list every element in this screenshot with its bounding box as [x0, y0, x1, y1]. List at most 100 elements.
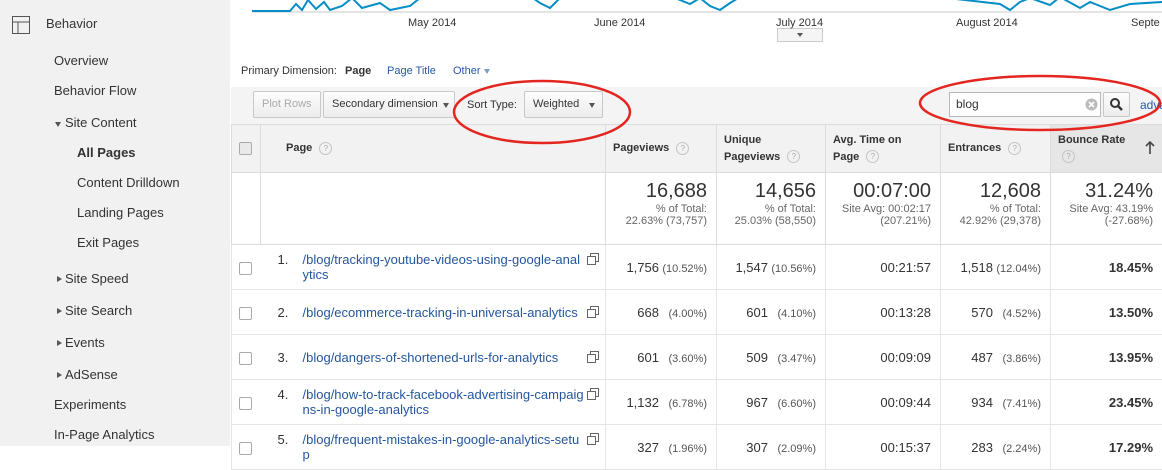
- clear-search[interactable]: [1085, 98, 1098, 111]
- page-link[interactable]: /blog/ecommerce-tracking-in-universal-an…: [303, 305, 585, 320]
- metric-cell: 509(3.47%): [717, 335, 826, 380]
- sort-type-button[interactable]: Weighted: [524, 91, 603, 118]
- column-header-label: Avg. Time on Page ?: [833, 132, 917, 166]
- total-note: (207.21%): [826, 215, 931, 227]
- row-checkbox[interactable]: [239, 352, 252, 365]
- column-header-label: Unique Pageviews ?: [724, 132, 808, 166]
- nav-item[interactable]: Site Speed: [65, 271, 129, 287]
- select-all-checkbox[interactable]: [239, 142, 252, 155]
- dimension-option[interactable]: Other: [453, 64, 481, 78]
- open-link-icon[interactable]: [587, 253, 599, 265]
- icon-part: [587, 354, 595, 362]
- row-checkbox[interactable]: [239, 307, 252, 320]
- behavior-icon: [12, 16, 30, 34]
- plot-rows-button[interactable]: Plot Rows: [253, 91, 321, 118]
- sort-type-label: Sort Type:: [467, 98, 517, 112]
- header-cell: [232, 125, 261, 173]
- metric-value: 934: [971, 395, 993, 410]
- page-link[interactable]: /blog/frequent-mistakes-in-google-analyt…: [303, 432, 585, 462]
- help-icon[interactable]: ?: [866, 150, 879, 163]
- metric-cell: 13.95%: [1051, 335, 1162, 380]
- open-link-icon[interactable]: [587, 388, 599, 400]
- secondary-dimension-button[interactable]: Secondary dimension: [323, 91, 455, 118]
- nav-item[interactable]: Events: [65, 335, 105, 351]
- nav-item[interactable]: Overview: [54, 53, 108, 69]
- help-icon[interactable]: ?: [676, 142, 689, 155]
- button-label: Secondary dimension: [332, 98, 438, 110]
- button-label: Weighted: [533, 98, 579, 110]
- metric-value: 00:09:09: [880, 350, 931, 365]
- metric-percent: (4.00%): [659, 308, 707, 320]
- open-link-icon[interactable]: [587, 351, 599, 363]
- checkbox-cell: [232, 290, 261, 335]
- nav-item[interactable]: All Pages: [77, 145, 136, 161]
- nav-item[interactable]: AdSense: [65, 367, 118, 383]
- dimension-option[interactable]: Page: [345, 64, 371, 78]
- metric-value: 601: [746, 305, 768, 320]
- total-note: Site Avg: 43.19%: [1051, 203, 1153, 215]
- search-input[interactable]: blog: [949, 92, 1101, 117]
- nav-item[interactable]: Landing Pages: [77, 205, 164, 221]
- total-note: 22.63% (73,757): [606, 215, 707, 227]
- row-checkbox[interactable]: [239, 442, 252, 455]
- column-title: Page: [286, 142, 312, 154]
- data-row: 2./blog/ecommerce-tracking-in-universal-…: [232, 290, 1162, 335]
- open-link-icon[interactable]: [587, 306, 599, 318]
- nav-item[interactable]: Behavior Flow: [54, 83, 136, 99]
- advanced-link[interactable]: adva: [1140, 98, 1162, 112]
- metric-value: 509: [746, 350, 768, 365]
- total-value: 31.24%: [1051, 179, 1153, 203]
- column-header[interactable]: Entrances ?: [941, 125, 1051, 173]
- row-checkbox[interactable]: [239, 397, 252, 410]
- metric-cell: 00:09:44: [826, 380, 941, 425]
- nav-item[interactable]: Exit Pages: [77, 235, 139, 251]
- metric-cell: 18.45%: [1051, 245, 1162, 290]
- metric-cell: 17.29%: [1051, 425, 1162, 470]
- expand-arrow: [55, 122, 61, 127]
- data-row: 1./blog/tracking-youtube-videos-using-go…: [232, 245, 1162, 290]
- total-value: 14,656: [717, 179, 816, 203]
- dimension-option[interactable]: Page Title: [387, 64, 436, 78]
- total-note: 42.92% (29,378): [941, 215, 1041, 227]
- metric-cell: 307(2.09%): [717, 425, 826, 470]
- row-checkbox[interactable]: [239, 262, 252, 275]
- row-index: 3.: [278, 350, 303, 365]
- page-wrap: 4./blog/how-to-track-facebook-advertisin…: [278, 387, 606, 417]
- nav-item[interactable]: In-Page Analytics: [54, 427, 154, 443]
- total-note: (-27.68%): [1051, 215, 1153, 227]
- page-link[interactable]: /blog/dangers-of-shortened-urls-for-anal…: [303, 350, 585, 365]
- checkbox-cell: [232, 380, 261, 425]
- open-link-icon[interactable]: [587, 433, 599, 445]
- help-icon[interactable]: ?: [1062, 150, 1075, 163]
- nav-item[interactable]: Site Search: [65, 303, 132, 319]
- help-icon[interactable]: ?: [787, 150, 800, 163]
- total-value: 16,688: [606, 179, 707, 203]
- timeline-chart: [230, 0, 1162, 46]
- metric-cell: 967(6.60%): [717, 380, 826, 425]
- metric-percent: (6.60%): [768, 398, 816, 410]
- column-header[interactable]: Unique Pageviews ?: [717, 125, 826, 173]
- nav-section[interactable]: Behavior: [46, 16, 97, 32]
- column-header[interactable]: Page ?: [261, 125, 606, 173]
- page-link[interactable]: /blog/how-to-track-facebook-advertising-…: [303, 387, 585, 417]
- search-button[interactable]: [1103, 92, 1130, 117]
- metric-value: 17.29%: [1109, 440, 1153, 455]
- metric-value: 487: [971, 350, 993, 365]
- metric-cell: 00:15:37: [826, 425, 941, 470]
- dimension-label: Primary Dimension:: [241, 64, 337, 78]
- nav-item[interactable]: Site Content: [65, 115, 137, 131]
- nav-item[interactable]: Experiments: [54, 397, 126, 413]
- page-link[interactable]: /blog/tracking-youtube-videos-using-goog…: [303, 252, 585, 282]
- row-index: 5.: [278, 432, 303, 447]
- column-header[interactable]: Avg. Time on Page ?: [826, 125, 941, 173]
- metric-cell: 668(4.00%): [606, 290, 717, 335]
- column-header-label: Bounce Rate ?: [1058, 132, 1142, 166]
- help-icon[interactable]: ?: [319, 142, 332, 155]
- metric-cell: 1,547(10.56%): [717, 245, 826, 290]
- column-header[interactable]: Bounce Rate ?: [1051, 125, 1162, 173]
- dropdown-arrow: [589, 103, 595, 108]
- help-icon[interactable]: ?: [1008, 142, 1021, 155]
- nav-item[interactable]: Content Drilldown: [77, 175, 180, 191]
- column-header[interactable]: Pageviews ?: [606, 125, 717, 173]
